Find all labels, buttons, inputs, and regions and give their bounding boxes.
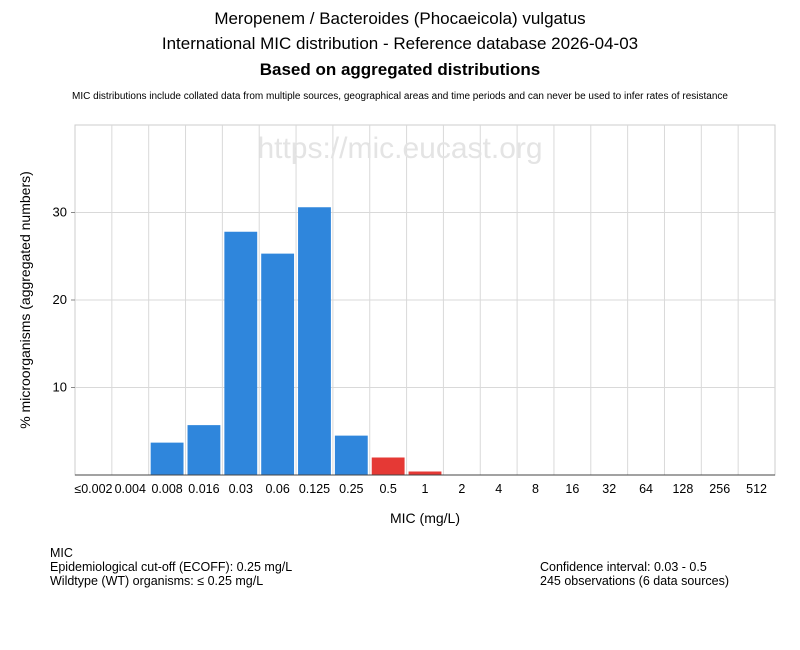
watermark-text: https://mic.eucast.org	[257, 132, 542, 165]
bar-0.06	[261, 253, 295, 475]
x-tick-label: 128	[672, 482, 693, 496]
x-tick-label: 0.06	[265, 482, 289, 496]
x-tick-label: 32	[602, 482, 616, 496]
observations-text: 245 observations (6 data sources)	[540, 574, 729, 588]
x-tick-label: 2	[458, 482, 465, 496]
x-tick-label: 512	[746, 482, 767, 496]
wildtype-text: Wildtype (WT) organisms: ≤ 0.25 mg/L	[50, 574, 264, 588]
x-tick-label: 0.25	[339, 482, 363, 496]
ecoff-text: Epidemiological cut-off (ECOFF): 0.25 mg…	[50, 560, 293, 574]
bar-0.125	[298, 207, 331, 475]
x-tick-label: 0.5	[379, 482, 396, 496]
y-tick-label: 10	[53, 380, 67, 395]
disclaimer-text: MIC distributions include collated data …	[72, 91, 728, 102]
x-tick-label: 256	[709, 482, 730, 496]
x-axis-label: MIC (mg/L)	[390, 510, 460, 526]
bar-1	[408, 471, 442, 475]
mic-distribution-chart: 10 20 30 https://mic.eucast.org ≤0.002 0.004 0…	[17, 124, 776, 526]
x-tick-label: 0.03	[229, 482, 253, 496]
x-tick-label: 0.016	[188, 482, 219, 496]
x-tick-label: ≤0.002	[74, 482, 112, 496]
chart-subtitle: International MIC distribution - Referen…	[161, 34, 639, 53]
x-tick-label: 0.004	[115, 482, 146, 496]
footer-right: Confidence interval: 0.03 - 0.5 245 obse…	[540, 560, 729, 588]
chart-title: Meropenem / Bacteroides (Phocaeicola) vu…	[214, 9, 586, 28]
x-tick-label: 16	[565, 482, 579, 496]
confidence-interval-text: Confidence interval: 0.03 - 0.5	[540, 560, 707, 574]
x-tick-label: 4	[495, 482, 502, 496]
mic-label: MIC	[50, 546, 73, 560]
bar-0.016	[187, 425, 221, 475]
x-tick-label: 1	[422, 482, 429, 496]
bar-0.03	[224, 231, 258, 475]
y-axis-label: % microorganisms (aggregated numbers)	[17, 171, 33, 429]
bar-0.25	[334, 435, 368, 475]
chart-subtitle-bold: Based on aggregated distributions	[259, 60, 541, 79]
y-tick-label: 30	[53, 205, 67, 220]
x-tick-label: 0.008	[151, 482, 182, 496]
x-tick-label: 64	[639, 482, 653, 496]
x-tick-label: 0.125	[299, 482, 330, 496]
y-tick-label: 20	[53, 292, 67, 307]
x-tick-label: 8	[532, 482, 539, 496]
bar-0.008	[150, 442, 184, 475]
bar-0.5	[371, 457, 405, 475]
footer-left: MIC Epidemiological cut-off (ECOFF): 0.2…	[50, 546, 292, 588]
